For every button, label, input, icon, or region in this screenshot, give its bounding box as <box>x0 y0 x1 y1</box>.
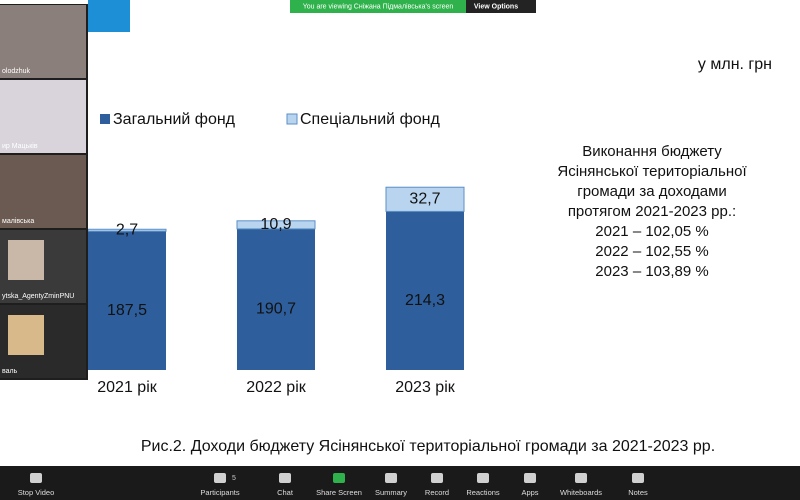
toolbar-label[interactable]: Participants <box>200 488 239 497</box>
value-label: 32,7 <box>409 191 440 208</box>
toolbar-icon[interactable] <box>333 473 345 483</box>
slide-corner <box>88 0 130 32</box>
toolbar-label[interactable]: Summary <box>375 488 407 497</box>
participant-name: ир Мацьків <box>2 142 38 150</box>
toolbar-icon[interactable] <box>214 473 226 483</box>
toolbar-label[interactable]: Whiteboards <box>560 488 602 497</box>
x-tick-label: 2022 рік <box>246 379 306 396</box>
bar-segment <box>88 231 166 370</box>
participant-name: малівська <box>2 217 34 225</box>
banner <box>290 0 466 13</box>
legend-swatch <box>100 114 110 124</box>
participant-tile <box>0 155 86 228</box>
summary-line: 2021 – 102,05 % <box>595 223 708 240</box>
summary-line: 2023 – 103,89 % <box>595 263 708 280</box>
summary-line: Ясінянської територіальної <box>557 163 747 180</box>
caption: Рис.2. Доходи бюджету Ясінянської терито… <box>141 438 715 455</box>
toolbar-icon[interactable] <box>524 473 536 483</box>
view-options-label[interactable]: View Options <box>474 3 518 10</box>
toolbar-label[interactable]: Reactions <box>466 488 500 497</box>
value-label: 214,3 <box>405 292 445 309</box>
value-label: 187,5 <box>107 302 147 319</box>
participant-name: ytska_AgentyZminPNU <box>2 293 74 300</box>
participant-name: olodzhuk <box>2 68 31 75</box>
value-label: 10,9 <box>260 216 291 233</box>
legend-label: Спеціальний фонд <box>300 111 440 128</box>
toolbar-label[interactable]: Apps <box>521 488 538 497</box>
toolbar-label[interactable]: Stop Video <box>18 488 55 497</box>
bar-segment <box>237 228 315 370</box>
summary-line: 2022 – 102,55 % <box>595 243 708 260</box>
participant-tile <box>0 5 86 78</box>
participant-tile <box>0 80 86 153</box>
toolbar-icon[interactable] <box>575 473 587 483</box>
toolbar-icon[interactable] <box>632 473 644 483</box>
summary-line: Виконання бюджету <box>582 143 722 160</box>
toolbar-items: Stop Video Participants Chat Share Screen Su… <box>18 473 648 497</box>
unit-label: у млн. грн <box>698 56 772 73</box>
participants-panel: olodzhuk ир Мацьків малівська ytska_AgentyZ… <box>0 4 88 380</box>
toolbar-icon[interactable] <box>385 473 397 483</box>
avatar <box>8 315 44 355</box>
summary: Виконання бюджету Ясінянської територіаль… <box>557 143 747 280</box>
bar-segment <box>236 220 316 230</box>
bar-segment <box>386 211 464 370</box>
toolbar-label[interactable]: Notes <box>628 488 648 497</box>
participant-name: валь <box>2 368 18 375</box>
participant-count: 5 <box>232 475 236 482</box>
toolbar-icon[interactable] <box>279 473 291 483</box>
view-options[interactable] <box>466 0 536 13</box>
value-label: 190,7 <box>256 301 296 318</box>
toolbar <box>0 466 800 500</box>
value-label: 2,7 <box>116 221 138 238</box>
x-tick-label: 2023 рік <box>395 379 455 396</box>
toolbar-icon[interactable] <box>30 473 42 483</box>
summary-line: протягом 2021-2023 рр.: <box>568 203 736 220</box>
toolbar-label[interactable]: Chat <box>277 488 294 497</box>
x-tick-label: 2021 рік <box>97 379 157 396</box>
legend-label: Загальний фонд <box>113 111 236 128</box>
bar-segment <box>385 186 465 212</box>
toolbar-label[interactable]: Share Screen <box>316 488 362 497</box>
toolbar-icon[interactable] <box>477 473 489 483</box>
chart: Загальний фонд Спеціальний фонд 187,5 2,7 20… <box>87 111 465 396</box>
toolbar-label[interactable]: Record <box>425 488 449 497</box>
avatar <box>8 240 44 280</box>
summary-line: громади за доходами <box>577 183 727 200</box>
legend-swatch <box>286 113 298 125</box>
banner-text: You are viewing Сніжана Підмалівська's s… <box>303 2 454 10</box>
toolbar-icon[interactable] <box>431 473 443 483</box>
